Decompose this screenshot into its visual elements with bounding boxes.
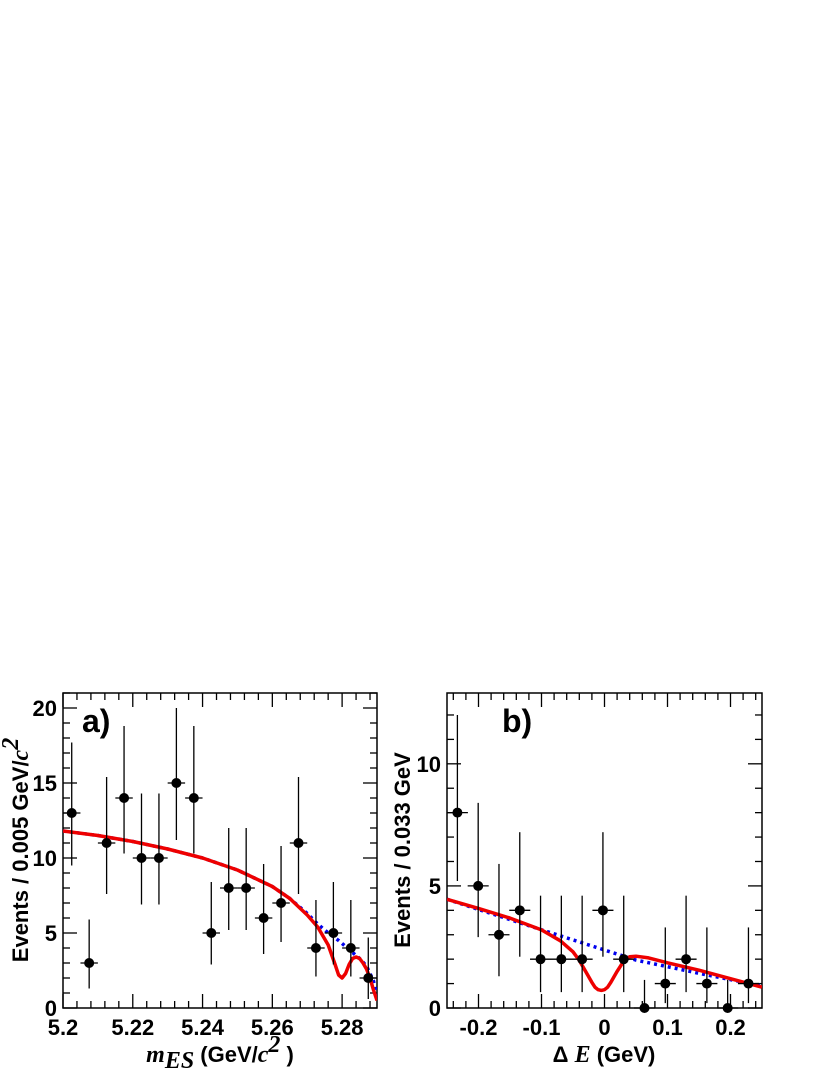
data-marker bbox=[452, 807, 463, 818]
panel-a: 5.2 5.22 5.24 5.26 5.28 0 5 10 15 20 a) mES (GeV/c2… bbox=[0, 692, 378, 1074]
x-tick-label: 0 bbox=[598, 1015, 610, 1040]
data-marker bbox=[639, 1003, 650, 1013]
y-axis-title: Events / 0.005 GeV/c2 bbox=[0, 738, 34, 962]
data-point bbox=[613, 895, 635, 993]
data-point bbox=[80, 919, 98, 989]
data-marker bbox=[577, 954, 588, 965]
data-marker bbox=[241, 883, 252, 893]
data-point bbox=[237, 828, 255, 930]
data-marker bbox=[66, 808, 77, 818]
data-marker bbox=[473, 880, 484, 891]
data-marker bbox=[258, 913, 269, 923]
data-point bbox=[571, 895, 593, 993]
plot-frame bbox=[446, 692, 763, 1009]
data-point bbox=[289, 777, 308, 894]
data-marker bbox=[597, 905, 608, 916]
data-marker bbox=[276, 898, 287, 908]
data-point bbox=[654, 927, 676, 1004]
data-point bbox=[737, 927, 759, 1004]
y-tick-label: 5 bbox=[429, 874, 441, 899]
data-point bbox=[202, 882, 220, 965]
background-curve bbox=[63, 829, 377, 997]
data-point bbox=[132, 793, 151, 905]
x-tick-label: -0.2 bbox=[460, 1015, 498, 1040]
x-tick-label: 5.24 bbox=[181, 1015, 225, 1040]
data-marker bbox=[84, 958, 95, 968]
total-fit-curve bbox=[63, 829, 377, 1002]
x-tick-label: 5.2 bbox=[48, 1015, 79, 1040]
data-marker bbox=[310, 943, 321, 953]
data-marker bbox=[119, 793, 130, 803]
data-marker bbox=[722, 1003, 733, 1013]
data-point bbox=[592, 832, 614, 957]
panel-label: b) bbox=[502, 703, 532, 739]
data-point bbox=[509, 832, 531, 957]
data-point bbox=[307, 900, 325, 977]
data-point bbox=[254, 864, 273, 954]
data-marker bbox=[535, 954, 546, 965]
x-tick-label: 0.1 bbox=[652, 1015, 683, 1040]
y-tick-label: 15 bbox=[33, 771, 57, 796]
data-point bbox=[150, 793, 168, 905]
data-point bbox=[115, 726, 133, 854]
x-tick-label: 5.28 bbox=[321, 1015, 364, 1040]
data-marker bbox=[328, 928, 339, 938]
data-point bbox=[63, 742, 81, 866]
data-marker bbox=[618, 954, 629, 965]
data-marker bbox=[345, 943, 356, 953]
data-point bbox=[359, 937, 377, 999]
x-axis-title: Δ E (GeV) bbox=[553, 1042, 656, 1068]
data-point bbox=[342, 900, 360, 977]
total-fit-curve bbox=[447, 897, 762, 993]
data-marker bbox=[153, 853, 164, 863]
data-point bbox=[167, 708, 186, 840]
data-marker bbox=[223, 883, 234, 893]
data-marker bbox=[556, 954, 567, 965]
data-point bbox=[717, 979, 739, 1013]
data-marker bbox=[681, 954, 692, 965]
data-marker bbox=[660, 978, 671, 989]
data-point bbox=[446, 714, 468, 882]
y-tick-label: 10 bbox=[417, 752, 441, 777]
data-marker bbox=[136, 853, 147, 863]
data-marker bbox=[188, 793, 199, 803]
x-tick-label: -0.1 bbox=[523, 1015, 561, 1040]
y-tick-label: 20 bbox=[33, 696, 57, 721]
data-marker bbox=[363, 973, 374, 983]
x-tick-label: 5.26 bbox=[251, 1015, 294, 1040]
y-tick-label: 5 bbox=[45, 921, 57, 946]
panel-label: a) bbox=[82, 703, 110, 739]
data-point bbox=[324, 882, 343, 965]
data-point bbox=[550, 895, 572, 993]
data-point bbox=[633, 979, 656, 1013]
y-tick-label: 10 bbox=[33, 846, 57, 871]
data-marker bbox=[101, 838, 112, 848]
data-point bbox=[97, 777, 116, 894]
data-marker bbox=[514, 905, 525, 916]
y-tick-label: 0 bbox=[429, 996, 441, 1021]
data-marker bbox=[206, 928, 217, 938]
x-tick-label: 5.22 bbox=[111, 1015, 154, 1040]
plot-frame bbox=[62, 692, 378, 1009]
background-curve bbox=[447, 897, 762, 988]
x-axis-title: mES (GeV/c2 ) bbox=[146, 1032, 294, 1074]
y-axis-title: Events / 0.033 GeV bbox=[390, 752, 415, 948]
data-point bbox=[696, 927, 718, 1004]
data-point bbox=[272, 846, 290, 942]
data-marker bbox=[743, 978, 754, 989]
data-point bbox=[530, 895, 552, 993]
data-point bbox=[220, 828, 238, 930]
y-tick-label: 0 bbox=[45, 996, 57, 1021]
x-tick-label: 0.2 bbox=[715, 1015, 746, 1040]
data-point bbox=[185, 726, 203, 854]
data-marker bbox=[293, 838, 304, 848]
data-marker bbox=[493, 929, 504, 940]
data-point bbox=[675, 895, 697, 993]
data-marker bbox=[701, 978, 712, 989]
data-marker bbox=[171, 778, 182, 788]
panel-b: -0.2 -0.1 0 0.1 0.2 0 5 10 b) Δ E (GeV) Events / 0… bbox=[390, 692, 763, 1068]
data-point bbox=[467, 802, 489, 938]
data-point bbox=[488, 863, 510, 977]
